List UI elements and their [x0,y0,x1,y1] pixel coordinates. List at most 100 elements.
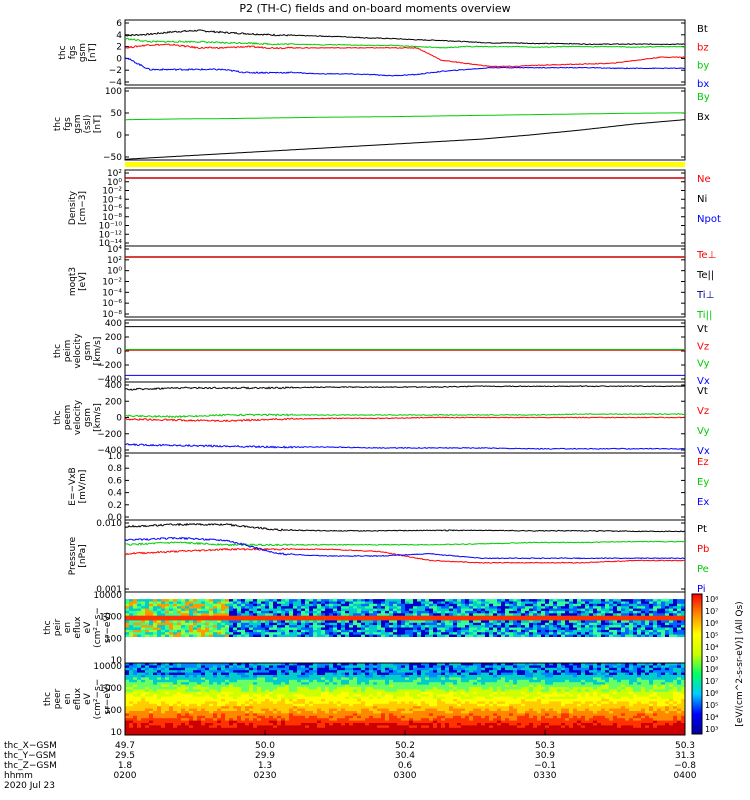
xaxis-value: 0.6 [398,761,413,771]
series-peem_velocity-Vy [124,413,686,419]
ytick-efield: 0.4 [108,489,123,499]
ylabel-peir_eflux: (cm²−s− [93,607,103,648]
colorbar-tick: 10⁴ [705,713,718,722]
series-fgs_gsm-bz [124,43,686,68]
ytick-density: 10⁻⁶ [102,204,122,214]
legend-efield-Ey: Ey [697,477,709,488]
ylabel-peim_velocity: peim [63,340,73,363]
ytick-peim_velocity: 400 [105,319,122,329]
ylabel-temperature: [eV] [78,272,88,291]
legend-fgs_gsm-bx: bx [697,79,709,90]
xaxis-row-label: thc_Z−GSM [4,761,57,771]
colorbar-tick: 10⁷ [705,677,718,686]
legend-temperature-Ti⊥: Ti⊥ [696,290,714,301]
ylabel-peer_eflux: (cm²−s− [93,679,103,720]
colorbar-tick: 10⁵ [705,631,718,640]
ytick-density: 10⁻⁸ [102,213,122,223]
legend-peem_velocity-Vy: Vy [697,426,710,437]
legend-peim_velocity-Vt: Vt [697,324,708,335]
ytick-fgs_gsm: −2 [109,66,122,76]
colorbar-label: [eV/(cm^2-s-sr-eV)] (All Qs) [735,601,745,726]
ytick-density: 10⁻¹² [99,230,123,240]
colorbar-tick: 10³ [705,725,718,734]
ylabel-peir_eflux: en [63,622,73,633]
ylabel-peem_velocity: thc [53,410,63,424]
xaxis-value: 30.9 [535,751,555,761]
ylabel-peir_eflux: sr−eV) [103,612,113,643]
legend-fgs_gse-Bx: Bx [697,112,710,123]
colorbar-tick: 10⁶ [705,619,718,628]
ytick-fgs_gsm: 6 [116,19,122,29]
ylabel-peim_velocity: gsm [83,341,93,360]
ylabel-peer_eflux: eV [83,692,93,705]
legend-fgs_gsm-Bt: Bt [697,24,708,35]
ylabel-fgs_gsm: [nT] [88,43,98,61]
ytick-peir_eflux: 10000 [93,591,122,601]
ylabel-efield: [mV/m] [78,470,88,504]
ylabel-peer_eflux: sr−eV) [103,683,113,714]
xaxis-value: 29.5 [115,751,135,761]
ylabel-peim_velocity: thc [53,344,63,358]
ytick-fgs_gsm: −4 [109,78,123,88]
ytick-peim_velocity: −200 [97,361,122,371]
ytick-efield: 0.6 [108,476,123,486]
ytick-peem_velocity: −200 [97,430,122,440]
ylabel-peer_eflux: eflux [73,687,83,710]
xaxis-value: 50.0 [255,741,275,751]
ylabel-fgs_gsm: thc [58,45,68,59]
ytick-peer_eflux: 100 [105,706,122,716]
legend-peem_velocity-Vt: Vt [697,386,708,397]
ylabel-fgs_gsm: gsm [78,43,88,62]
legend-fgs_gse-By: By [697,92,710,103]
ylabel-fgs_gse: gsm [73,114,83,133]
ylabel-fgs_gse: fgs [63,117,73,131]
xaxis-value: 1.3 [258,761,272,771]
xaxis-value: 0230 [254,771,277,781]
ytick-peem_velocity: 400 [105,381,122,391]
legend-peim_velocity-Vx: Vx [697,376,710,387]
ytick-temperature: 10⁻⁶ [102,299,122,309]
ytick-temperature: 10² [107,256,122,266]
ylabel-fgs_gse: thc [53,117,63,131]
ytick-peer_eflux: 10000 [93,662,122,672]
ytick-fgs_gse: 100 [105,87,122,97]
ylabel-peem_velocity: [km/s] [93,403,103,432]
ytick-density: 10⁻¹⁰ [99,222,123,232]
ylabel-peem_velocity: gsm [83,408,93,427]
xaxis-value: 1.8 [118,761,133,771]
ytick-density: 10⁻⁴ [102,195,122,205]
legend-pressure-Pb: Pb [697,544,709,555]
legend-fgs_gsm-bz: bz [697,42,709,53]
xaxis-value: 50.3 [535,741,555,751]
ytick-fgs_gsm: 2 [116,43,122,53]
ylabel-peim_velocity: [km/s] [93,337,103,366]
ytick-peem_velocity: −400 [97,446,122,456]
figure-title: P2 (TH-C) fields and on-board moments ov… [239,2,511,15]
ylabel-fgs_gsm: fgs [68,45,78,59]
ylabel-density: Density [68,190,78,225]
colorbar-tick: 10⁶ [705,689,718,698]
ytick-temperature: 10⁻⁴ [102,288,122,298]
legend-efield-Ex: Ex [697,497,709,508]
series-pressure-Pb [124,547,685,564]
xaxis-value: −0.1 [534,761,556,771]
ytick-pressure: 0.001 [96,585,122,595]
ytick-peir_eflux: 100 [105,634,122,644]
ytick-fgs_gsm: 0 [116,54,122,64]
legend-pressure-Pt: Pt [697,524,707,535]
ylabel-peir_eflux: eV [83,621,93,634]
ylabel-peem_velocity: velocity [73,399,83,435]
legend-temperature-Te||: Te|| [696,270,714,281]
ylabel-pressure: Pressure [68,536,78,575]
panel-frame-density [124,169,686,247]
panel-frame-fgs_gse [124,87,686,161]
legend-pressure-Pi: Pi [697,584,706,595]
xaxis-value: 49.7 [115,741,135,751]
legend-peem_velocity-Vz: Vz [697,406,709,417]
xaxis-value: 0330 [534,771,557,781]
series-fgs_gse-By [125,112,685,121]
series-fgs_gsm-Bt [124,29,686,46]
ytick-density: 10⁰ [107,178,122,188]
ytick-efield: 0.0 [108,513,123,523]
legend-density-Ni: Ni [697,194,707,205]
